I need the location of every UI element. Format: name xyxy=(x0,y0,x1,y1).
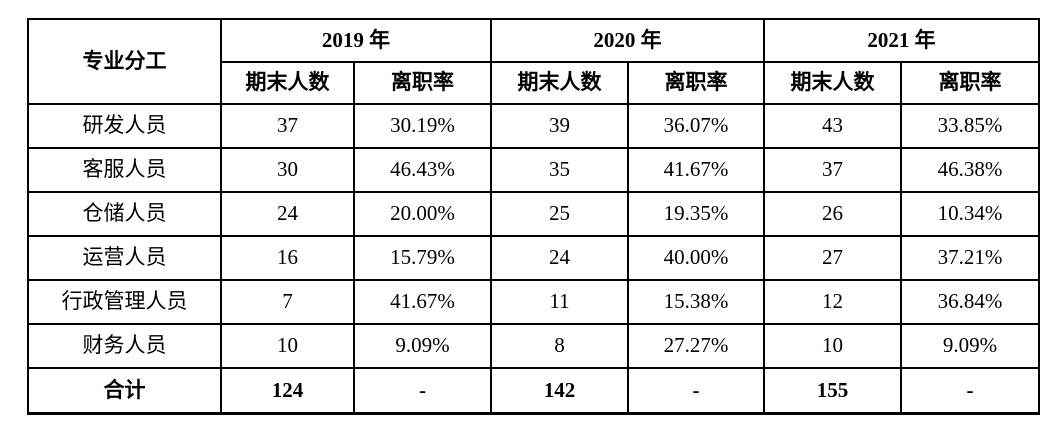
cell-turnover-2021: 36.84% xyxy=(900,279,1040,325)
cell-headcount-2020: 8 xyxy=(490,323,629,369)
cell-headcount-2019: 24 xyxy=(220,191,355,237)
total-label: 合计 xyxy=(27,367,222,415)
row-label: 研发人员 xyxy=(27,103,222,149)
table-row-customer-service: 客服人员 30 46.43% 35 41.67% 37 46.38% xyxy=(27,147,1040,193)
cell-headcount-2020: 35 xyxy=(490,147,629,193)
col-header-turnover-2019: 离职率 xyxy=(353,61,492,105)
cell-turnover-2020: 19.35% xyxy=(627,191,765,237)
col-header-headcount-2021: 期末人数 xyxy=(763,61,902,105)
cell-headcount-2021: 37 xyxy=(763,147,902,193)
cell-turnover-2019: 46.43% xyxy=(353,147,492,193)
cell-turnover-2021: 9.09% xyxy=(900,323,1040,369)
cell-headcount-2020: 25 xyxy=(490,191,629,237)
row-label: 客服人员 xyxy=(27,147,222,193)
cell-turnover-2019: 9.09% xyxy=(353,323,492,369)
cell-turnover-2021: 46.38% xyxy=(900,147,1040,193)
row-label: 财务人员 xyxy=(27,323,222,369)
col-header-headcount-2019: 期末人数 xyxy=(220,61,355,105)
table-row-finance: 财务人员 10 9.09% 8 27.27% 10 9.09% xyxy=(27,323,1040,369)
cell-headcount-2021: 10 xyxy=(763,323,902,369)
cell-turnover-2021: 37.21% xyxy=(900,235,1040,281)
total-turnover-2019: - xyxy=(353,367,492,415)
total-turnover-2020: - xyxy=(627,367,765,415)
cell-turnover-2020: 15.38% xyxy=(627,279,765,325)
cell-headcount-2019: 7 xyxy=(220,279,355,325)
cell-headcount-2019: 16 xyxy=(220,235,355,281)
cell-turnover-2020: 36.07% xyxy=(627,103,765,149)
col-header-turnover-2021: 离职率 xyxy=(900,61,1040,105)
cell-turnover-2019: 15.79% xyxy=(353,235,492,281)
table-row-admin: 行政管理人员 7 41.67% 11 15.38% 12 36.84% xyxy=(27,279,1040,325)
total-headcount-2019: 124 xyxy=(220,367,355,415)
cell-turnover-2019: 30.19% xyxy=(353,103,492,149)
cell-headcount-2019: 30 xyxy=(220,147,355,193)
table-row-warehouse: 仓储人员 24 20.00% 25 19.35% 26 10.34% xyxy=(27,191,1040,237)
cell-headcount-2021: 26 xyxy=(763,191,902,237)
row-label: 行政管理人员 xyxy=(27,279,222,325)
cell-turnover-2019: 41.67% xyxy=(353,279,492,325)
cell-headcount-2019: 37 xyxy=(220,103,355,149)
total-turnover-2021: - xyxy=(900,367,1040,415)
cell-headcount-2021: 27 xyxy=(763,235,902,281)
header-row-metrics: 期末人数 离职率 期末人数 离职率 期末人数 离职率 xyxy=(28,61,1040,105)
year-header-2020: 2020 年 xyxy=(490,18,765,63)
cell-headcount-2020: 39 xyxy=(490,103,629,149)
col-header-headcount-2020: 期末人数 xyxy=(490,61,629,105)
table-row-rd: 研发人员 37 30.19% 39 36.07% 43 33.85% xyxy=(27,103,1040,149)
table-row-total: 合计 124 - 142 - 155 - xyxy=(27,367,1040,415)
staff-turnover-table: 专业分工 2019 年 2020 年 2021 年 期末人数 离职率 期末人数 … xyxy=(27,18,1040,415)
cell-headcount-2019: 10 xyxy=(220,323,355,369)
row-label: 运营人员 xyxy=(27,235,222,281)
table-row-operations: 运营人员 16 15.79% 24 40.00% 27 37.21% xyxy=(27,235,1040,281)
cell-headcount-2020: 24 xyxy=(490,235,629,281)
year-header-2021: 2021 年 xyxy=(763,18,1040,63)
cell-turnover-2019: 20.00% xyxy=(353,191,492,237)
col-header-division: 专业分工 xyxy=(27,18,222,105)
cell-headcount-2021: 12 xyxy=(763,279,902,325)
cell-turnover-2021: 10.34% xyxy=(900,191,1040,237)
header-row-years: 专业分工 2019 年 2020 年 2021 年 xyxy=(27,18,1040,105)
cell-headcount-2021: 43 xyxy=(763,103,902,149)
row-label: 仓储人员 xyxy=(27,191,222,237)
total-headcount-2020: 142 xyxy=(490,367,629,415)
cell-turnover-2020: 40.00% xyxy=(627,235,765,281)
year-header-2019: 2019 年 xyxy=(220,18,492,63)
total-headcount-2021: 155 xyxy=(763,367,902,415)
cell-turnover-2020: 41.67% xyxy=(627,147,765,193)
cell-turnover-2021: 33.85% xyxy=(900,103,1040,149)
cell-headcount-2020: 11 xyxy=(490,279,629,325)
col-header-turnover-2020: 离职率 xyxy=(627,61,765,105)
cell-turnover-2020: 27.27% xyxy=(627,323,765,369)
